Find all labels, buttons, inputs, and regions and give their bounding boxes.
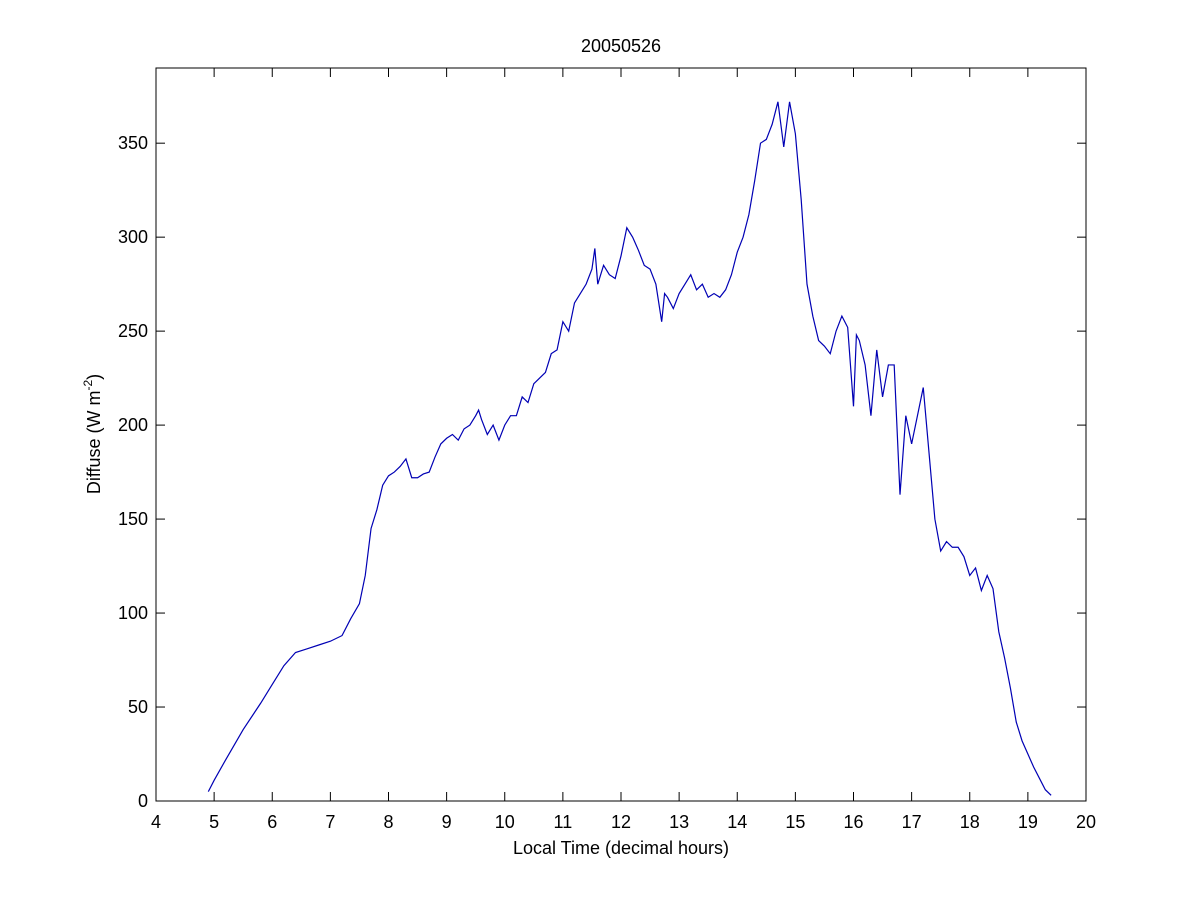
x-tick-label: 16 [843,812,863,832]
x-tick-label: 8 [383,812,393,832]
y-tick-label: 200 [118,415,148,435]
chart-title: 20050526 [581,36,661,56]
x-tick-label: 20 [1076,812,1096,832]
y-label-sup: -2 [81,379,95,390]
x-tick-label: 17 [902,812,922,832]
y-label-suffix: ) [84,374,104,380]
y-tick-label: 0 [138,791,148,811]
y-label-text: Diffuse (W m [84,390,104,494]
x-tick-label: 12 [611,812,631,832]
y-tick-label: 300 [118,227,148,247]
x-tick-label: 4 [151,812,161,832]
y-tick-label: 150 [118,509,148,529]
y-tick-label: 50 [128,697,148,717]
x-tick-label: 6 [267,812,277,832]
data-line [207,101,1052,796]
x-tick-label: 13 [669,812,689,832]
x-tick-label: 14 [727,812,747,832]
x-axis-label: Local Time (decimal hours) [513,838,729,858]
x-tick-label: 18 [960,812,980,832]
y-axis-label: Diffuse (W m-2) [81,374,104,494]
x-tick-label: 7 [325,812,335,832]
x-tick-label: 5 [209,812,219,832]
y-tick-label: 350 [118,133,148,153]
x-tick-label: 15 [785,812,805,832]
x-tick-label: 11 [554,812,573,832]
y-tick-label: 100 [118,603,148,623]
x-tick-label: 19 [1018,812,1038,832]
x-tick-label: 9 [442,812,452,832]
y-tick-label: 250 [118,321,148,341]
x-tick-label: 10 [495,812,515,832]
